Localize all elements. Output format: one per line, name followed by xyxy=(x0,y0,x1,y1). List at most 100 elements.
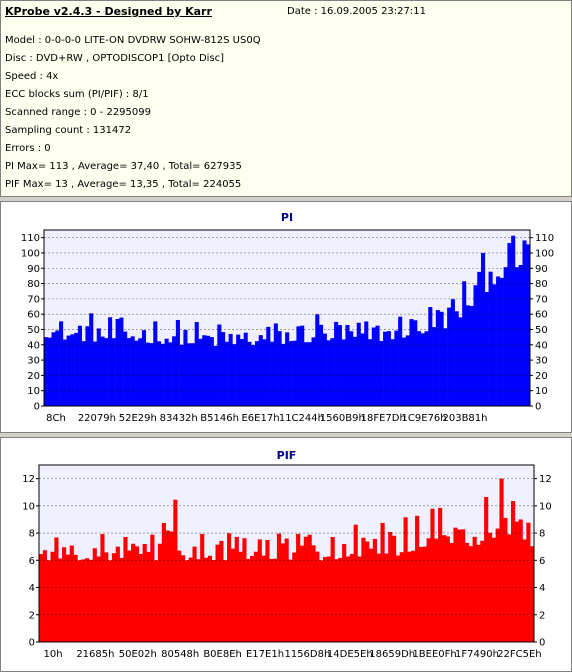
data-bar xyxy=(153,321,158,406)
data-bar xyxy=(447,307,452,406)
data-bar xyxy=(407,551,412,642)
data-bar xyxy=(401,337,406,406)
data-bar xyxy=(326,340,331,406)
data-bar xyxy=(299,545,305,642)
info-pi-stats: PI Max= 113 , Average= 37,40 , Total= 62… xyxy=(5,161,242,172)
x-tick-label: 83432h xyxy=(160,413,198,424)
pif-chart-panel: PIF 0 0 2 2 4 4 6 6 8 8 10 10 12 12 10h 21685h 50E02h 8054… xyxy=(0,437,572,672)
data-bar xyxy=(141,330,147,406)
data-bar xyxy=(92,548,97,642)
info-disc: Disc : DVD+RW , OPTODISCOP1 [Opto Disc] xyxy=(5,53,225,64)
data-bar xyxy=(119,317,124,406)
data-bar xyxy=(507,534,512,642)
data-bar xyxy=(232,344,237,406)
data-bar xyxy=(202,335,207,406)
data-bar xyxy=(198,338,203,406)
data-bar xyxy=(104,552,109,642)
data-bar xyxy=(46,560,51,642)
data-bar xyxy=(160,343,165,406)
y-tick-label-left: 8 xyxy=(29,529,35,540)
info-pif-stats: PIF Max= 13 , Average= 13,35 , Total= 22… xyxy=(5,179,242,190)
y-tick-label-right: 60 xyxy=(535,310,548,321)
data-bar xyxy=(364,321,369,406)
x-tick-label: 18659Dh xyxy=(369,649,415,660)
y-tick-label-left: 10 xyxy=(27,386,40,397)
data-bar xyxy=(190,343,195,406)
y-tick-label-right: 2 xyxy=(539,610,545,621)
data-bar xyxy=(65,554,70,642)
x-tick-label: B5146h xyxy=(200,413,239,424)
data-bar xyxy=(246,559,251,642)
data-bar xyxy=(269,559,274,642)
data-bar xyxy=(386,331,391,406)
info-sampling-count: Sampling count : 131472 xyxy=(5,125,132,136)
data-bar xyxy=(292,340,297,406)
y-tick-label-left: 90 xyxy=(27,264,40,275)
data-bar xyxy=(484,497,489,642)
data-bar xyxy=(307,534,312,642)
data-bar xyxy=(445,536,450,642)
data-bar xyxy=(168,342,173,406)
x-tick-label: 80548h xyxy=(161,649,199,660)
data-bar xyxy=(319,324,324,406)
data-bar xyxy=(352,336,357,406)
data-bar xyxy=(138,554,143,642)
data-bar xyxy=(296,326,301,406)
data-bar xyxy=(338,557,343,642)
data-bar xyxy=(115,319,120,406)
data-bar xyxy=(522,240,527,406)
data-bar xyxy=(458,317,463,406)
data-bar xyxy=(422,546,427,642)
data-bar xyxy=(85,558,90,642)
data-bar xyxy=(438,507,443,642)
x-tick-label: 1F7490h xyxy=(455,649,499,660)
data-bar xyxy=(345,325,350,406)
data-bar xyxy=(130,336,135,406)
info-list: Model : 0-0-0-0 LITE-ON DVDRW SOHW-812S … xyxy=(5,32,261,194)
y-tick-label-right: 10 xyxy=(535,386,548,397)
data-bar xyxy=(349,554,354,642)
data-bar xyxy=(432,327,437,406)
data-bar xyxy=(484,291,489,406)
data-bar xyxy=(62,547,67,642)
data-bar xyxy=(223,560,228,642)
data-bar xyxy=(334,321,339,406)
data-bar xyxy=(81,341,86,406)
data-bar xyxy=(426,538,431,642)
info-speed: Speed : 4x xyxy=(5,71,59,82)
y-tick-label-right: 90 xyxy=(535,264,548,275)
data-bar xyxy=(398,316,403,406)
data-bar xyxy=(266,326,271,406)
y-tick-label-right: 100 xyxy=(535,248,554,259)
data-bar xyxy=(134,546,140,642)
x-tick-label: 21685h xyxy=(76,649,114,660)
data-bar xyxy=(74,332,79,406)
y-tick-label-left: 2 xyxy=(29,610,35,621)
data-bar xyxy=(361,537,366,642)
data-bar xyxy=(345,556,351,642)
data-bar xyxy=(254,341,260,406)
y-tick-label-left: 6 xyxy=(29,556,35,567)
data-bar xyxy=(441,535,447,642)
data-bar xyxy=(81,559,86,642)
plot-frame xyxy=(38,464,535,643)
data-bar xyxy=(209,337,214,406)
y-tick-label-left: 0 xyxy=(34,402,40,413)
y-tick-label-right: 70 xyxy=(535,294,548,305)
data-bar xyxy=(92,341,98,406)
data-bar xyxy=(273,323,278,406)
data-bar xyxy=(104,338,109,406)
data-bar xyxy=(89,313,94,406)
data-bar xyxy=(514,267,519,406)
data-bar xyxy=(394,330,399,406)
y-tick-label-left: 50 xyxy=(27,325,40,336)
data-bar xyxy=(420,333,425,406)
data-bar xyxy=(142,544,147,642)
data-bar xyxy=(127,550,132,642)
data-bar xyxy=(450,299,455,406)
data-bar xyxy=(439,311,444,406)
x-tick-label: 50E02h xyxy=(119,649,157,660)
data-bar xyxy=(183,329,188,406)
data-bar xyxy=(58,558,63,642)
data-bar xyxy=(300,325,305,406)
